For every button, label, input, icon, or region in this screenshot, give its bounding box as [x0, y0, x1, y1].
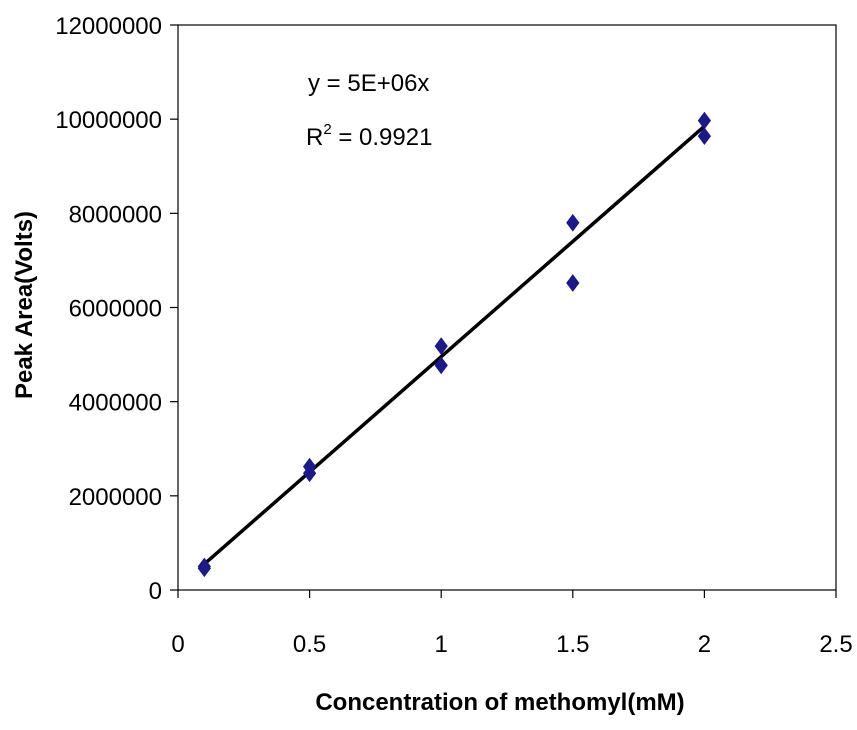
- x-axis-title: Concentration of methomyl(mM): [315, 689, 684, 716]
- y-tick-label: 8000000: [69, 201, 162, 228]
- data-point-diamond: [697, 127, 712, 145]
- plot-frame: [177, 24, 837, 591]
- y-tick-label: 6000000: [69, 296, 162, 323]
- tick-labels: 0 0.5 1 1.5 2 2.5 0 2000000 4000000 6000000 800000…: [55, 13, 852, 658]
- axes: [170, 24, 837, 598]
- data-point-diamond: [566, 274, 580, 292]
- trendline: [203, 124, 706, 566]
- data-point-diamond: [197, 559, 211, 578]
- r-squared-value: = 0.9921: [332, 124, 433, 151]
- data-points: [197, 111, 712, 578]
- y-tick-label: 2000000: [69, 484, 162, 511]
- y-tick-label: 10000000: [55, 107, 162, 134]
- x-tick-label: 0.5: [293, 631, 326, 658]
- y-axis-title: Peak Area(Volts): [11, 211, 38, 399]
- x-tick-label: 1: [435, 631, 448, 658]
- x-tick-label: 1.5: [556, 631, 589, 658]
- y-tick-label: 12000000: [55, 13, 162, 40]
- equation-annotation: y = 5E+06x: [308, 70, 429, 97]
- r-squared-annotation: R2 = 0.9921: [306, 121, 432, 151]
- r-squared-prefix: R: [306, 124, 323, 151]
- data-point-diamond: [434, 337, 448, 355]
- y-tick-label: 4000000: [69, 390, 162, 417]
- trendline-group: [203, 124, 706, 566]
- y-tick-label: 0: [149, 578, 162, 605]
- data-point-diamond: [302, 464, 317, 483]
- x-tick-label: 2: [698, 631, 711, 658]
- data-point-diamond: [697, 111, 712, 130]
- data-point-diamond: [434, 356, 448, 375]
- x-tick-label: 0: [171, 631, 184, 658]
- x-tick-label: 2.5: [819, 631, 852, 658]
- data-point-diamond: [566, 213, 580, 232]
- r-squared-superscript: 2: [323, 121, 331, 138]
